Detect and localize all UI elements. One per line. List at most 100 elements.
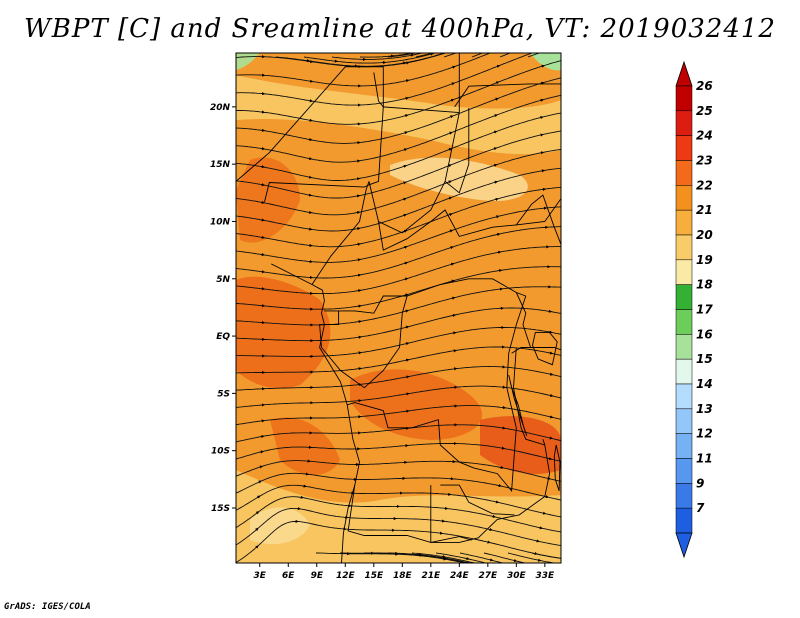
streamline-arrow — [545, 495, 549, 499]
streamlines — [236, 49, 561, 568]
streamline — [236, 53, 492, 87]
colorbar-label: 25 — [696, 104, 713, 118]
border-line — [270, 263, 360, 563]
lon-tick-label: 30E — [507, 571, 527, 581]
colorbar-label: 23 — [696, 154, 713, 168]
streamline-arrow — [496, 232, 501, 237]
streamline-arrow — [489, 558, 494, 562]
colorbar-label: 14 — [696, 377, 713, 391]
lon-tick-label: 15E — [364, 571, 384, 581]
shade-warm-west — [236, 276, 331, 389]
streamline-arrow — [405, 342, 410, 346]
colorbar-label: 11 — [696, 452, 713, 466]
streamline — [316, 552, 467, 563]
lon-tick-label: 3E — [254, 571, 267, 581]
streamline-arrow — [540, 115, 544, 120]
streamline — [236, 77, 561, 144]
border-line — [515, 292, 532, 348]
streamline — [499, 53, 512, 58]
border-line — [454, 83, 561, 108]
streamline — [387, 53, 418, 58]
latitude-axis: 20N 15N 10N 5N EQ 5S 10S 15S — [210, 103, 236, 514]
streamline-arrow — [549, 415, 554, 419]
streamline — [236, 327, 561, 357]
lon-tick-label: 21E — [421, 571, 441, 581]
streamline-arrow — [452, 313, 457, 318]
streamline — [236, 405, 561, 426]
colorbar-label: 15 — [696, 352, 713, 366]
streamline — [236, 148, 561, 216]
streamline-arrow — [448, 196, 453, 200]
streamline — [236, 206, 561, 263]
streamline-arrow — [489, 527, 493, 532]
colorbar-segment — [675, 309, 693, 335]
streamline-arrow — [451, 279, 455, 283]
streamline-arrow — [495, 500, 500, 504]
streamline — [236, 53, 534, 106]
streamline-arrow — [449, 131, 453, 135]
streamline-map: 3E 6E 9E 12E 15E 18E 21E 24E 27E 30E 33E 20N 15N 10N… — [210, 49, 562, 581]
country-borders — [236, 53, 561, 563]
streamline-arrow — [405, 309, 409, 313]
streamline-arrow — [451, 82, 455, 86]
streamline-arrow — [405, 96, 409, 100]
colorbar-label: 13 — [696, 402, 713, 416]
streamline — [236, 385, 561, 408]
streamline-arrow — [539, 526, 543, 530]
streamline-arrow — [495, 81, 500, 85]
lon-tick-label: 12E — [336, 571, 356, 581]
colorbar-segment — [675, 483, 693, 509]
colorbar-segment — [675, 160, 693, 186]
streamline-arrow — [498, 49, 500, 50]
streamline — [236, 496, 561, 533]
streamline-arrow — [550, 393, 554, 398]
streamline-arrow — [405, 114, 409, 118]
streamline-arrow — [490, 567, 492, 568]
streamline — [236, 60, 561, 125]
border-line — [236, 66, 384, 182]
streamline-arrow — [487, 540, 491, 544]
lon-tick-label: 18E — [393, 571, 413, 581]
lake-outline — [508, 374, 528, 436]
streamline-arrow — [542, 49, 544, 50]
streamline-arrow — [493, 147, 498, 151]
shade-warm-north — [236, 157, 300, 243]
streamline — [236, 186, 561, 248]
streamline-arrow — [452, 296, 456, 300]
colorbar-segment — [675, 185, 693, 211]
streamline — [527, 53, 541, 58]
colorbar-segment — [675, 383, 693, 410]
streamline — [236, 484, 561, 518]
streamline-arrow — [496, 215, 500, 219]
streamline — [236, 366, 561, 391]
streamline-arrow — [405, 293, 409, 297]
border-line — [378, 198, 561, 251]
colorbar-segment — [675, 110, 693, 136]
streamline — [236, 442, 561, 462]
streamline-arrow — [450, 246, 454, 250]
streamline-arrow — [492, 514, 496, 518]
shade-cool-south — [236, 470, 561, 563]
shade-green-corner — [530, 53, 561, 71]
lon-tick-label: 6E — [282, 571, 295, 581]
streamline-arrow — [404, 245, 408, 249]
colorbar-label: 17 — [696, 303, 713, 317]
streamline-arrow — [255, 527, 259, 532]
streamline-arrow — [495, 97, 499, 101]
lat-tick-label: 15N — [210, 160, 231, 170]
colorbar-segment — [675, 334, 693, 360]
streamline-arrow — [495, 197, 499, 201]
lat-tick-label: EQ — [216, 332, 230, 342]
streamline-arrow — [255, 511, 260, 515]
streamline — [236, 460, 561, 482]
colorbar-label: 9 — [696, 476, 704, 490]
streamline-arrow — [404, 261, 409, 265]
streamline-arrow — [450, 98, 455, 102]
shade-cool-north — [236, 75, 561, 155]
border-line — [264, 106, 460, 203]
streamline-arrow — [405, 325, 410, 329]
streamline-arrow — [448, 164, 452, 168]
streamline-arrow — [430, 53, 434, 56]
border-line — [440, 484, 515, 516]
streamline-arrow — [403, 148, 408, 152]
